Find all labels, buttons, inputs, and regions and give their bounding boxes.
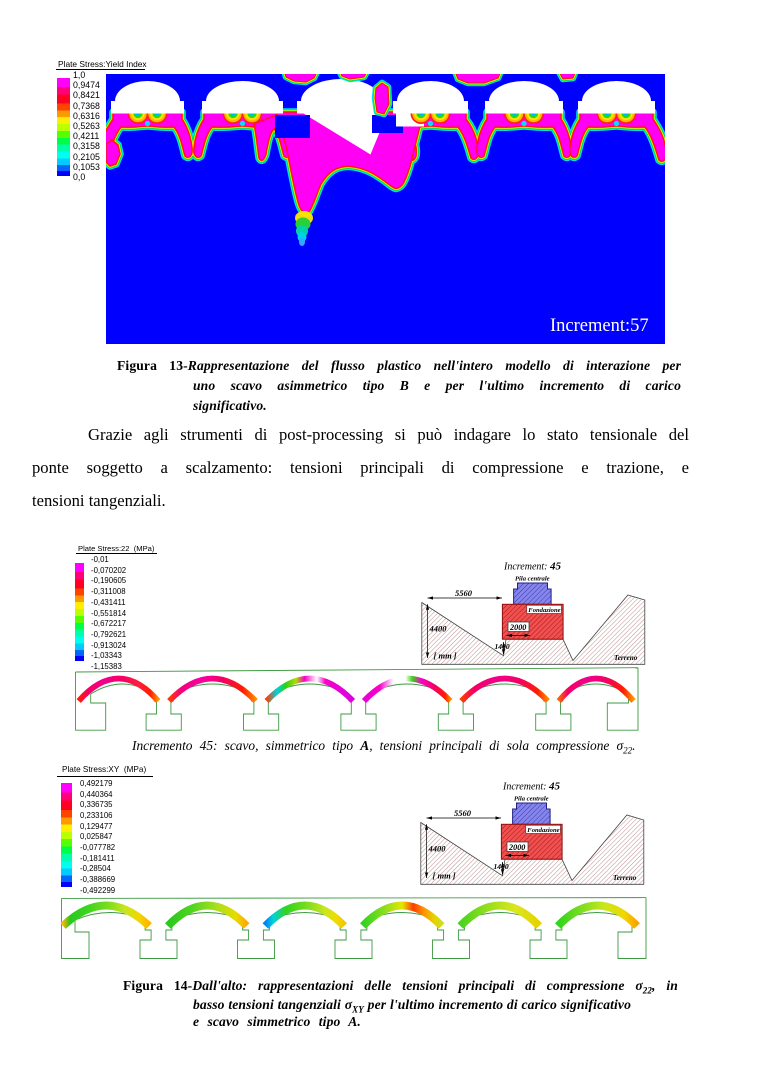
svg-text:Increment: 45: Increment: 45 [503,561,562,573]
svg-text:4400: 4400 [428,844,447,854]
svg-text:Fondazione: Fondazione [527,827,559,834]
svg-text:1400: 1400 [494,862,509,871]
svg-text:5560: 5560 [454,808,472,818]
svg-text:2000: 2000 [509,623,526,632]
svg-text:5560: 5560 [455,588,473,598]
svg-text:[ mm ]: [ mm ] [433,871,456,881]
svg-text:Terreno: Terreno [614,654,638,662]
svg-text:Increment: 45: Increment: 45 [502,781,561,793]
svg-text:Increment:57: Increment:57 [550,316,649,336]
svg-text:1400: 1400 [495,642,510,651]
svg-text:Pila centrale: Pila centrale [515,576,550,583]
svg-text:Pila centrale: Pila centrale [514,796,549,803]
svg-text:4400: 4400 [429,624,448,634]
svg-text:Terreno: Terreno [613,874,637,882]
svg-text:2000: 2000 [508,843,525,852]
svg-text:Fondazione: Fondazione [528,607,560,614]
svg-text:[ mm ]: [ mm ] [434,651,457,661]
